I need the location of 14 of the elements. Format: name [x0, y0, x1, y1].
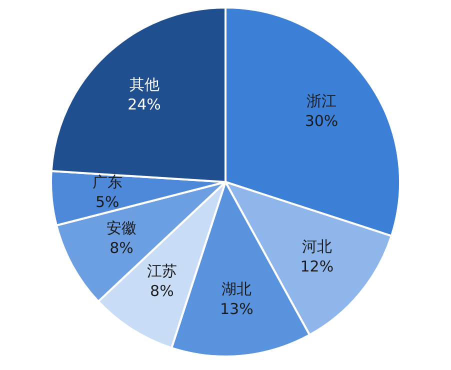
slice-label: 安徽	[106, 219, 137, 238]
slice-label: 其他	[129, 75, 160, 94]
data-label: 13%	[220, 300, 254, 318]
slice-label: 浙江	[306, 92, 336, 110]
data-label: 24%	[128, 95, 161, 114]
data-label: 12%	[300, 258, 334, 276]
data-label: 8%	[150, 282, 174, 300]
slice-label: 河北	[302, 238, 332, 256]
data-label: 30%	[304, 112, 338, 130]
data-label: 8%	[110, 239, 134, 258]
slice-label: 湖北	[222, 280, 252, 298]
slice-label: 江苏	[146, 262, 177, 280]
slice-label: 广东	[92, 173, 122, 192]
data-label: 5%	[95, 193, 120, 212]
